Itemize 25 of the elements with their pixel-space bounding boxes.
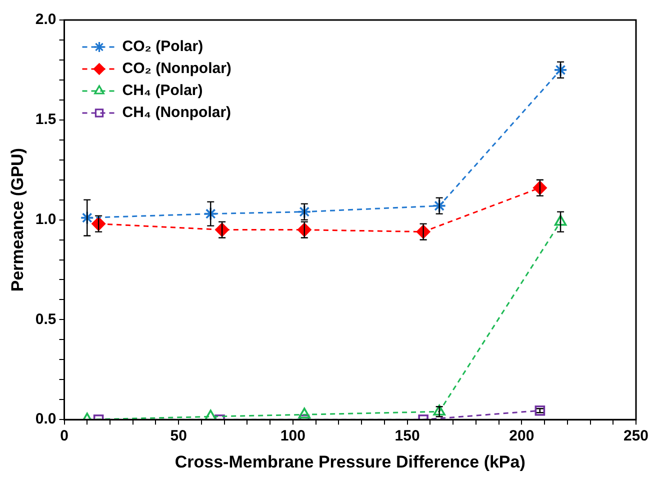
point [554,63,568,77]
x-tick-label: 100 [280,428,306,445]
y-axis-title: Permeance (GPU) [8,148,27,292]
point [432,198,446,213]
y-tick-label: 2.0 [35,11,56,28]
point [204,410,217,420]
legend-label: CH₄ (Nonpolar) [122,104,232,122]
x-tick-label: 250 [623,428,649,445]
point [297,204,312,219]
point [554,214,567,226]
x-tick-label: 150 [394,428,420,445]
y-tick-label: 1.0 [35,210,56,228]
y-tick-label: 1.5 [35,111,56,128]
y-tick-label: 0.0 [35,410,56,428]
legend-label: CO₂ (Nonpolar) [122,60,232,78]
x-tick-label: 200 [509,428,534,445]
x-tick-label: 50 [170,428,187,445]
x-tick-label: 0 [60,428,68,445]
x-axis-title: Cross-Membrane Pressure Difference (kPa) [174,452,526,472]
point [80,210,94,225]
point [298,408,310,419]
y-tick-label: 0.5 [35,310,56,328]
legend-label: CO₂ (Polar) [122,38,204,56]
legend-label: CH₄ (Polar) [122,82,203,100]
point [204,206,218,221]
